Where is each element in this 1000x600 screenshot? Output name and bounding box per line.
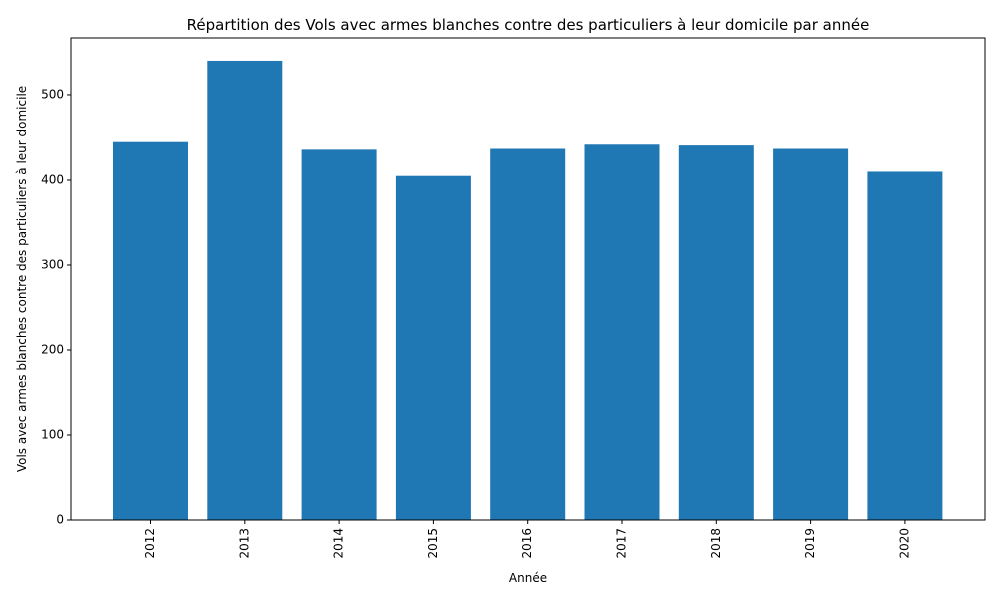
bar-2019 xyxy=(773,148,849,520)
bars-group xyxy=(113,60,943,520)
x-tick-label-2020: 2020 xyxy=(897,528,911,559)
x-tick-label-2019: 2019 xyxy=(803,528,817,559)
bar-2018 xyxy=(678,145,754,520)
y-tick-label-300: 300 xyxy=(41,257,64,271)
bar-2020 xyxy=(867,171,943,520)
x-axis: 2012 2013 2014 2015 2016 2017 2018 2019 2020 xyxy=(143,520,911,559)
x-tick-label-2014: 2014 xyxy=(332,528,346,559)
y-tick-label-100: 100 xyxy=(41,427,64,441)
bar-2012 xyxy=(113,141,188,520)
y-tick-label-0: 0 xyxy=(56,513,64,527)
x-tick-label-2012: 2012 xyxy=(143,528,157,559)
x-tick-label-2013: 2013 xyxy=(237,528,251,559)
x-tick-label-2018: 2018 xyxy=(709,528,723,559)
y-tick-label-400: 400 xyxy=(41,172,64,186)
bar-2017 xyxy=(584,144,660,520)
x-tick-label-2016: 2016 xyxy=(520,528,534,559)
y-tick-label-500: 500 xyxy=(41,87,64,101)
chart-title: Répartition des Vols avec armes blanches… xyxy=(187,16,870,34)
x-tick-label-2017: 2017 xyxy=(615,528,629,559)
x-axis-label: Année xyxy=(509,571,547,585)
bar-2014 xyxy=(301,149,377,520)
y-tick-label-200: 200 xyxy=(41,342,64,356)
x-tick-label-2015: 2015 xyxy=(426,528,440,559)
y-axis: 0 100 200 300 400 500 xyxy=(41,87,71,527)
bar-2013 xyxy=(207,60,283,520)
bar-2015 xyxy=(395,175,471,520)
bar-2016 xyxy=(490,148,566,520)
y-axis-label: Vols avec armes blanches contre des part… xyxy=(15,86,29,472)
